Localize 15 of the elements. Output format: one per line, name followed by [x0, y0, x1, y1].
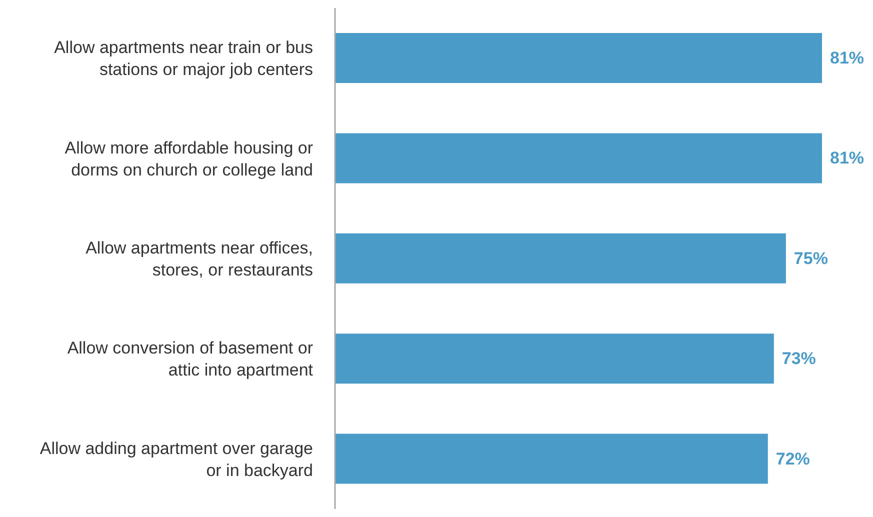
bar [335, 334, 774, 384]
y-tick-label: Allow apartments near train or bus stations or major job centers [54, 38, 313, 79]
data-label: 81% [830, 148, 864, 168]
y-tick-label: Allow more affordable housing or dorms on church or college land [64, 138, 314, 179]
y-tick-label: Allow conversion of basement or attic into apartment [67, 338, 314, 380]
data-label: 72% [776, 449, 810, 468]
data-label: 75% [794, 248, 828, 268]
y-tick-label: Allow adding apartment over garage or in backyard [40, 438, 313, 480]
y-tick-label: Allow apartments near offices, stores, or restaurants [86, 238, 313, 279]
bar [335, 133, 822, 184]
bar [335, 233, 786, 284]
data-label: 73% [782, 349, 816, 368]
data-label: 81% [830, 48, 864, 68]
bar [335, 33, 822, 83]
bar [335, 434, 768, 484]
